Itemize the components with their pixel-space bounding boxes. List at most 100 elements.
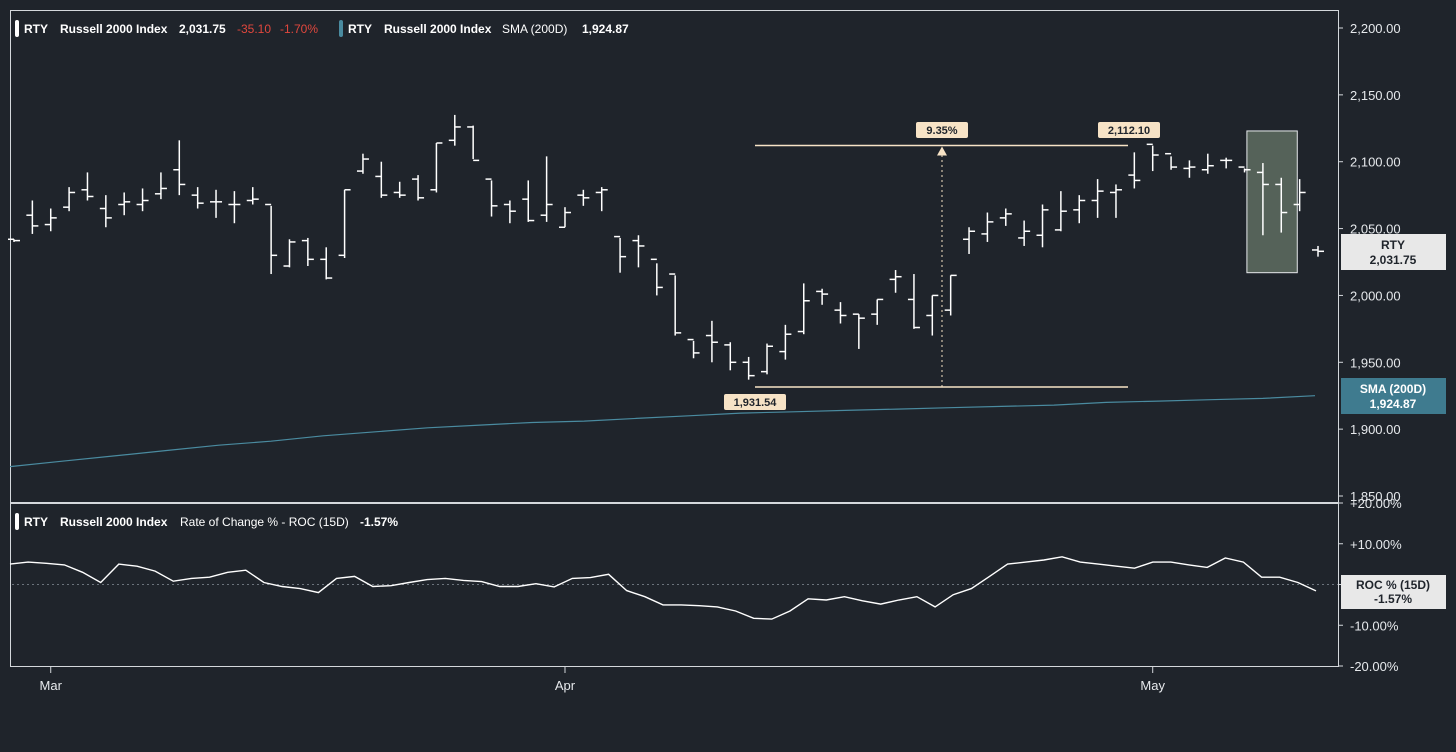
sma-tag-value: 1,924.87 (1370, 397, 1417, 411)
ohlc-bar (301, 237, 314, 267)
price-tag-ticker: RTY (1381, 238, 1405, 252)
ohlc-bar (210, 189, 223, 218)
sma-line (9, 395, 1316, 468)
roc-tag: ROC % (15D) -1.57% (1341, 575, 1446, 609)
ohlc-bar (1128, 152, 1141, 189)
ohlc-bar (1165, 152, 1178, 170)
price-axis-label: 2,050.00 (1350, 222, 1401, 237)
ohlc-bar (228, 191, 241, 224)
ohlc-bar (503, 200, 516, 224)
ohlc-bar (999, 208, 1012, 226)
roc-axis-label: +20.00% (1350, 496, 1402, 511)
ohlc-bar (8, 238, 20, 242)
ohlc-bars-layer (8, 114, 1324, 380)
ohlc-bar (944, 274, 957, 316)
ohlc-bar (724, 342, 737, 371)
ohlc-bar (1183, 160, 1196, 178)
price-axis-label: 2,100.00 (1350, 155, 1401, 170)
roc-legend[interactable]: RTY Russell 2000 Index Rate of Change % … (15, 513, 398, 530)
price-axis-label: 1,850.00 (1350, 489, 1401, 504)
highlight-layer (1246, 130, 1298, 274)
high-annotation: 2,112.10 (1098, 122, 1160, 138)
ohlc-bar (1146, 143, 1159, 172)
ohlc-bar (797, 283, 810, 335)
sma-legend-label: SMA (200D) (502, 22, 567, 36)
price-tag-value: 2,031.75 (1370, 253, 1417, 267)
ohlc-bar (816, 288, 829, 305)
sma-tag-label: SMA (200D) (1360, 382, 1426, 396)
sma-legend[interactable]: RTY Russell 2000 Index SMA (200D) 1,924.… (336, 16, 642, 40)
ohlc-bar (761, 343, 774, 375)
roc-layer (9, 556, 1317, 620)
ohlc-bar (595, 187, 608, 212)
roc-legend-name: Russell 2000 Index (60, 515, 168, 529)
ohlc-bar (375, 161, 388, 198)
price-legend[interactable]: RTY Russell 2000 Index 2,031.75 -35.10 -… (13, 16, 331, 40)
ohlc-bar (1109, 184, 1122, 218)
measure-layer (755, 144, 1128, 388)
axes-layer: 1,850.00 1,900.00 1,950.00 2,000.00 2,050.00… (12, 21, 1402, 693)
ohlc-bar (981, 212, 994, 242)
roc-tag-value: -1.57% (1374, 592, 1412, 606)
ohlc-bar (669, 273, 682, 336)
ohlc-bar (283, 239, 296, 268)
ohlc-bar (26, 200, 39, 234)
ohlc-bar (687, 338, 700, 359)
ohlc-bar (779, 324, 792, 360)
roc-axis-label: -10.00% (1350, 618, 1399, 633)
ohlc-bar (1018, 220, 1031, 246)
ohlc-bar (871, 298, 884, 325)
low-annotation: 1,931.54 (724, 394, 786, 410)
roc-axis-label: -20.00% (1350, 659, 1399, 674)
price-legend-ticker: RTY (24, 22, 48, 36)
price-axis-label: 1,950.00 (1350, 355, 1401, 370)
roc-tag-label: ROC % (15D) (1356, 578, 1430, 592)
ohlc-bar (44, 208, 57, 232)
sma-legend-ticker: RTY (348, 22, 372, 36)
ohlc-bar (632, 235, 645, 268)
low-annotation-text: 1,931.54 (734, 397, 778, 409)
ohlc-bar (191, 187, 204, 209)
price-axis-label: 2,200.00 (1350, 21, 1401, 36)
highlight-box (1246, 130, 1298, 274)
ohlc-bar (742, 356, 755, 380)
ohlc-bar (1036, 204, 1049, 248)
price-legend-change: -35.10 (237, 22, 271, 36)
ohlc-bar (522, 180, 535, 222)
pct-annotation-text: 9.35% (926, 125, 957, 137)
ohlc-bar (889, 270, 902, 293)
roc-line (9, 556, 1317, 620)
ohlc-bar (1054, 191, 1067, 232)
measure-arrow (937, 146, 947, 156)
x-axis-label-mar: Mar (40, 678, 63, 693)
ohlc-bar (393, 181, 406, 198)
ohlc-bar (540, 156, 553, 222)
price-axis-label: 1,900.00 (1350, 422, 1401, 437)
ohlc-bar (173, 140, 186, 196)
sma-legend-name: Russell 2000 Index (384, 22, 492, 36)
price-legend-last: 2,031.75 (179, 22, 226, 36)
x-axis-label-apr: Apr (555, 678, 576, 693)
price-tag: RTY 2,031.75 (1341, 234, 1446, 270)
ohlc-bar (1275, 177, 1288, 233)
ohlc-bar (448, 114, 461, 146)
sma-tag: SMA (200D) 1,924.87 (1341, 378, 1446, 414)
ohlc-bar (963, 227, 976, 254)
ohlc-bar (1256, 163, 1269, 236)
price-legend-change-pct: -1.70% (280, 22, 318, 36)
ohlc-bar (430, 142, 443, 193)
ohlc-bar (154, 172, 167, 200)
ohlc-bar (614, 235, 627, 273)
price-legend-name: Russell 2000 Index (60, 22, 168, 36)
pct-annotation: 9.35% (916, 122, 968, 138)
roc-legend-value: -1.57% (360, 515, 398, 529)
ohlc-bar (265, 203, 278, 275)
ohlc-bar (577, 189, 590, 206)
ohlc-bar (1312, 245, 1324, 257)
x-axis-label-may: May (1140, 678, 1165, 693)
ohlc-bar (118, 192, 131, 216)
ohlc-bar (81, 172, 94, 201)
sma-legend-value: 1,924.87 (582, 22, 629, 36)
ohlc-bar (485, 178, 498, 217)
price-axis-label: 2,000.00 (1350, 288, 1401, 303)
